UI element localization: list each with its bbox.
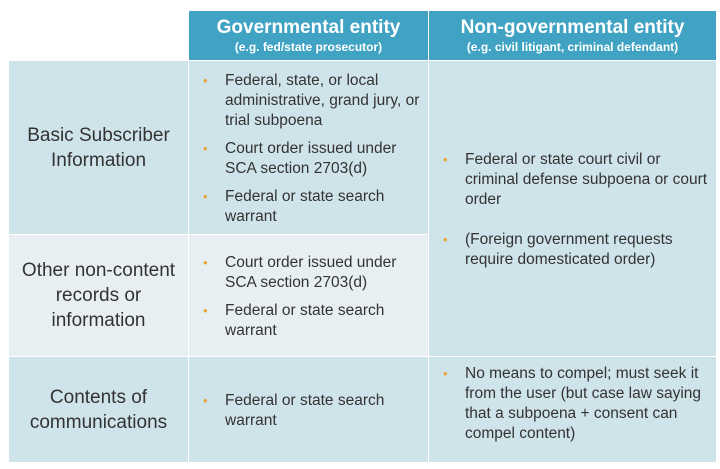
list-item: • Court order issued under SCA section 27… xyxy=(203,139,420,179)
list-item-text: Court order issued under SCA section 270… xyxy=(225,253,397,291)
list-item: • No means to compel; must seek it from t… xyxy=(443,364,708,444)
nongov-list-contents: • No means to compel; must seek it from t… xyxy=(429,357,716,448)
header-nongov-subtitle: (e.g. civil litigant, criminal defendant… xyxy=(466,39,679,54)
header-gov-subtitle: (e.g. fed/state prosecutor) xyxy=(234,39,383,54)
gov-list-contents: • Federal or state search warrant xyxy=(189,385,428,435)
gov-list-basic-subscriber: • Federal, state, or local administrative… xyxy=(189,65,428,231)
bullet-icon: • xyxy=(203,72,208,88)
gov-list-non-content-records: • Court order issued under SCA section 27… xyxy=(189,247,428,345)
list-item: • Federal or state search warrant xyxy=(203,301,420,341)
gov-cell-non-content-records: • Court order issued under SCA section 27… xyxy=(189,235,429,357)
bullet-icon: • xyxy=(203,302,208,318)
row-label-text: Contents of communications xyxy=(29,386,168,433)
list-item-text: Federal or state search warrant xyxy=(225,301,385,339)
bullet-icon: • xyxy=(203,254,208,270)
row-label-non-content-records: Other non-content records or information xyxy=(9,235,189,357)
list-item: • Court order issued under SCA section 27… xyxy=(203,253,420,293)
nongov-list-shared: • Federal or state court civil or crimina… xyxy=(429,144,716,274)
list-item-text: (Foreign government requests require dom… xyxy=(465,230,673,268)
list-item-text: Federal or state search warrant xyxy=(225,391,385,429)
header-nongov-title: Non-governmental entity xyxy=(460,16,685,38)
list-item: • Federal or state search warrant xyxy=(203,391,420,431)
gov-cell-basic-subscriber: • Federal, state, or local administrative… xyxy=(189,61,429,235)
bullet-icon: • xyxy=(443,231,448,247)
list-item-text: Court order issued under SCA section 270… xyxy=(225,139,397,177)
corner-blank xyxy=(9,11,189,61)
bullet-icon: • xyxy=(443,151,448,167)
list-item: • Federal or state search warrant xyxy=(203,187,420,227)
gov-cell-contents: • Federal or state search warrant xyxy=(189,357,429,463)
list-item-text: Federal or state court civil or criminal… xyxy=(465,150,708,208)
list-item: • (Foreign government requests require do… xyxy=(443,230,708,270)
bullet-icon: • xyxy=(203,392,208,408)
bullet-icon: • xyxy=(443,366,448,381)
legal-process-table: Governmental entity (e.g. fed/state pros… xyxy=(9,11,717,463)
list-item-text: Federal or state search warrant xyxy=(225,187,385,225)
list-item: • Federal or state court civil or crimina… xyxy=(443,150,708,210)
list-item: • Federal, state, or local administrative… xyxy=(203,71,420,131)
header-governmental: Governmental entity (e.g. fed/state pros… xyxy=(189,11,429,61)
nongov-cell-contents: • No means to compel; must seek it from t… xyxy=(429,357,717,463)
header-non-governmental: Non-governmental entity (e.g. civil liti… xyxy=(429,11,717,61)
row-label-basic-subscriber: Basic Subscriber Information xyxy=(9,61,189,235)
row-label-text: Other non-content records or information xyxy=(21,260,176,331)
row-label-text: Basic Subscriber Information xyxy=(27,124,170,171)
bullet-icon: • xyxy=(203,188,208,204)
nongov-cell-shared: • Federal or state court civil or crimina… xyxy=(429,61,717,357)
header-gov-title: Governmental entity xyxy=(216,16,401,38)
row-label-contents: Contents of communications xyxy=(9,357,189,463)
list-item-text: Federal, state, or local administrative,… xyxy=(225,71,420,129)
list-item-text: No means to compel; must seek it from th… xyxy=(465,365,702,442)
bullet-icon: • xyxy=(203,140,208,156)
